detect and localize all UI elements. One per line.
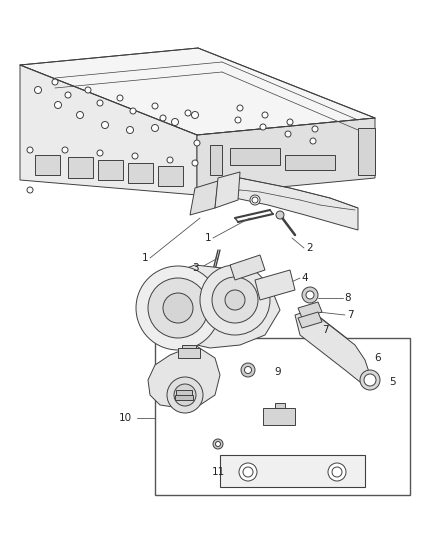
Circle shape [212, 277, 258, 323]
Circle shape [27, 187, 33, 193]
Circle shape [185, 110, 191, 116]
Polygon shape [182, 345, 196, 348]
Circle shape [167, 377, 203, 413]
Circle shape [213, 439, 223, 449]
FancyBboxPatch shape [220, 455, 365, 487]
Text: 1: 1 [141, 253, 148, 263]
Circle shape [163, 293, 193, 323]
Circle shape [235, 117, 241, 123]
Polygon shape [20, 48, 375, 135]
Circle shape [117, 95, 123, 101]
Circle shape [27, 147, 33, 153]
Circle shape [85, 87, 91, 93]
Polygon shape [215, 172, 240, 208]
Polygon shape [176, 390, 192, 396]
Polygon shape [35, 155, 60, 175]
Circle shape [54, 101, 61, 109]
Circle shape [287, 119, 293, 125]
Text: 9: 9 [275, 367, 281, 377]
Text: 10: 10 [118, 413, 131, 423]
Circle shape [97, 150, 103, 156]
Text: 7: 7 [347, 310, 353, 320]
Polygon shape [298, 312, 322, 328]
Polygon shape [298, 302, 322, 318]
Circle shape [302, 287, 318, 303]
Circle shape [35, 86, 42, 93]
Polygon shape [197, 118, 375, 195]
Circle shape [239, 463, 257, 481]
Circle shape [312, 126, 318, 132]
Circle shape [252, 197, 258, 203]
Circle shape [328, 463, 346, 481]
Circle shape [152, 125, 159, 132]
Circle shape [364, 374, 376, 386]
Bar [155, 338, 410, 495]
Circle shape [152, 103, 158, 109]
Circle shape [262, 112, 268, 118]
Circle shape [332, 467, 342, 477]
Circle shape [276, 211, 284, 219]
Circle shape [65, 92, 71, 98]
Circle shape [191, 111, 198, 118]
Polygon shape [148, 265, 280, 348]
Circle shape [360, 370, 380, 390]
Circle shape [192, 160, 198, 166]
Polygon shape [230, 255, 265, 280]
Circle shape [200, 265, 270, 335]
Polygon shape [263, 408, 295, 425]
Polygon shape [98, 160, 123, 180]
Circle shape [241, 363, 255, 377]
Polygon shape [190, 181, 218, 215]
Polygon shape [295, 310, 370, 382]
Circle shape [243, 467, 253, 477]
Polygon shape [20, 65, 197, 195]
Polygon shape [158, 166, 183, 186]
Polygon shape [210, 145, 222, 175]
Circle shape [237, 105, 243, 111]
Polygon shape [175, 395, 193, 400]
Text: 7: 7 [321, 325, 328, 335]
Circle shape [52, 79, 58, 85]
Circle shape [160, 115, 166, 121]
Circle shape [260, 124, 266, 130]
Circle shape [250, 195, 260, 205]
Circle shape [215, 441, 220, 447]
Circle shape [310, 138, 316, 144]
Circle shape [148, 278, 208, 338]
Polygon shape [255, 270, 295, 300]
Circle shape [132, 153, 138, 159]
Circle shape [174, 384, 196, 406]
Circle shape [285, 131, 291, 137]
Text: 11: 11 [212, 467, 225, 477]
Circle shape [194, 140, 200, 146]
Circle shape [136, 266, 220, 350]
Circle shape [167, 157, 173, 163]
Circle shape [127, 126, 134, 133]
Polygon shape [178, 348, 200, 358]
Text: 5: 5 [389, 377, 396, 387]
Polygon shape [285, 155, 335, 170]
Text: 1: 1 [205, 233, 211, 243]
Polygon shape [358, 128, 375, 175]
Circle shape [130, 108, 136, 114]
Text: 2: 2 [307, 243, 313, 253]
Polygon shape [148, 345, 220, 408]
Circle shape [77, 111, 84, 118]
Circle shape [97, 100, 103, 106]
Circle shape [306, 291, 314, 299]
Polygon shape [68, 157, 93, 178]
Circle shape [244, 367, 251, 374]
Polygon shape [198, 178, 358, 230]
Circle shape [102, 122, 109, 128]
Circle shape [225, 290, 245, 310]
Text: 4: 4 [302, 273, 308, 283]
Polygon shape [128, 163, 153, 183]
Circle shape [62, 147, 68, 153]
Polygon shape [275, 403, 285, 408]
Text: 8: 8 [345, 293, 351, 303]
Text: 6: 6 [374, 353, 381, 363]
Polygon shape [230, 148, 280, 165]
Circle shape [172, 118, 179, 125]
Text: 3: 3 [192, 263, 198, 273]
